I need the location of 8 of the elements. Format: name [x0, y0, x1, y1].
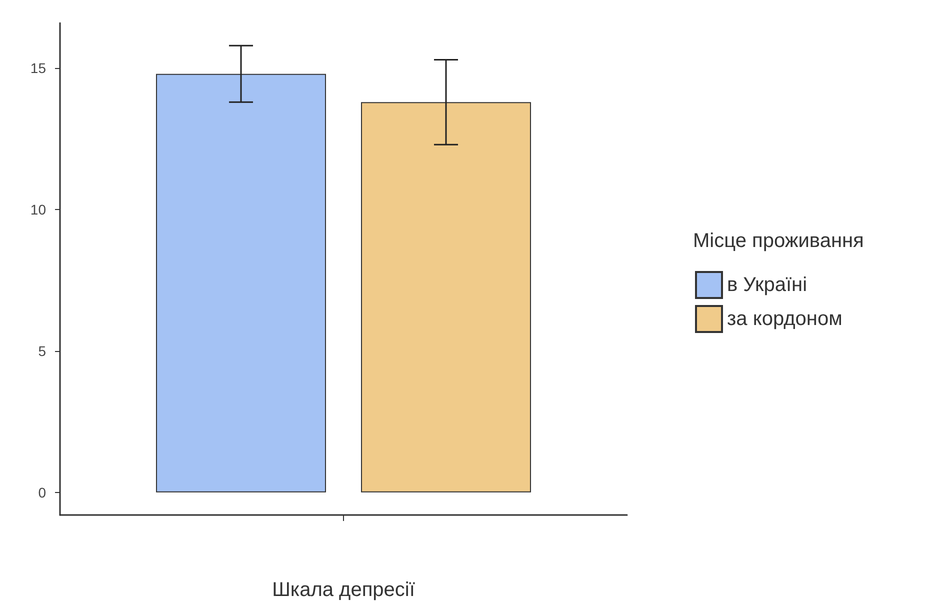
y-tick-label: 15 — [30, 60, 46, 76]
legend-label: в Україні — [727, 274, 808, 296]
legend-label: за кордоном — [727, 308, 842, 330]
y-tick-label: 10 — [30, 202, 46, 218]
y-tick-label: 5 — [38, 343, 46, 359]
y-tick-label: 0 — [38, 484, 46, 500]
legend-title: Місце проживання — [693, 230, 864, 252]
x-axis-title: Шкала депресії — [272, 579, 416, 601]
